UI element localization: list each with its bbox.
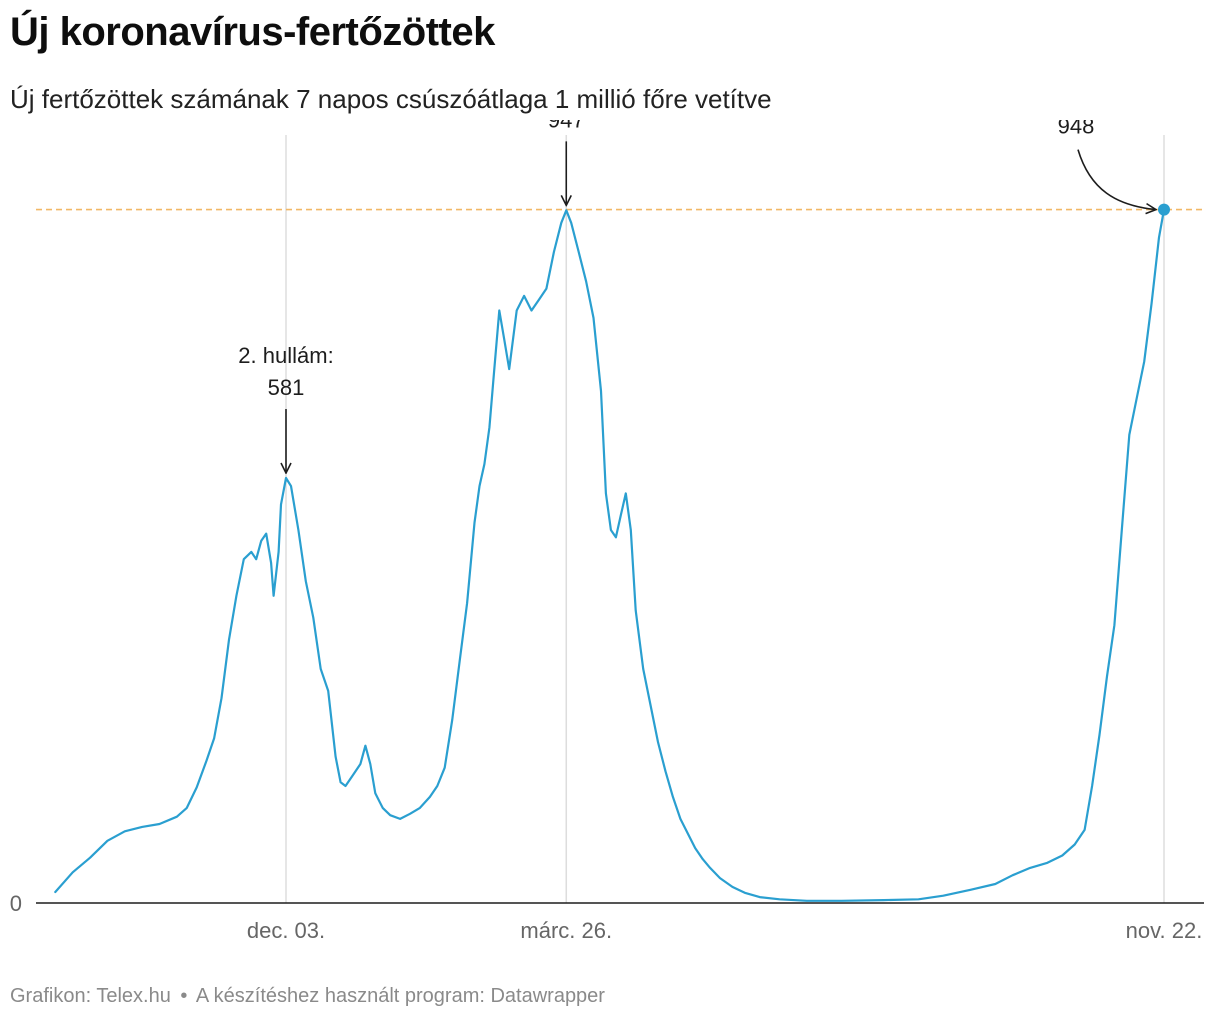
x-tick-label-1: márc. 26. bbox=[520, 918, 612, 943]
footer-tool: A készítéshez használt program: Datawrap… bbox=[195, 985, 605, 1007]
annotation-4-wave: 4. hullám:948 bbox=[1058, 120, 1156, 210]
footer-source: Grafikon: Telex.hu bbox=[10, 985, 171, 1007]
series-line-0 bbox=[54, 208, 1166, 902]
chart-title: Új koronavírus-fertőzöttek bbox=[10, 10, 495, 54]
footer-separator: • bbox=[180, 985, 188, 1007]
annotation-label: 2. hullám: bbox=[238, 343, 333, 368]
annotation-3-wave: 3. hullám:947 bbox=[548, 120, 585, 205]
y-tick-label-0: 0 bbox=[10, 891, 22, 916]
highlight-point bbox=[1158, 203, 1170, 216]
chart-footer: Grafikon: Telex.hu • A készítéshez haszn… bbox=[10, 985, 605, 1008]
annotation-2-wave: 2. hullám: 581 bbox=[238, 343, 334, 473]
x-tick-label-0: dec. 03. bbox=[247, 918, 325, 943]
annotation-arrow bbox=[1077, 149, 1156, 210]
chart-subtitle: Új fertőzöttek számának 7 napos csúszóát… bbox=[10, 84, 772, 114]
annotation-value: 581 bbox=[268, 375, 305, 400]
x-tick-label-2: nov. 22. bbox=[1126, 918, 1203, 943]
annotation-value: 947 bbox=[548, 120, 585, 132]
annotation-value: 948 bbox=[1058, 120, 1095, 139]
line-chart: dec. 03. márc. 26. nov. 22. 0 2. hullám: 581… bbox=[10, 120, 1204, 943]
